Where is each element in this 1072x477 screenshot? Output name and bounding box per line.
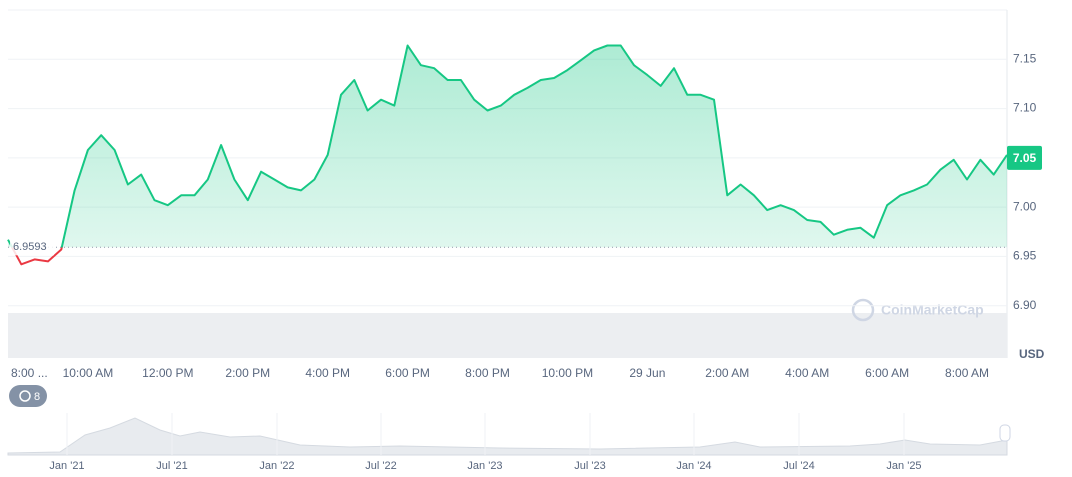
y-tick-label: 6.90: [1013, 298, 1037, 312]
navigator-label: Jul '22: [365, 460, 396, 472]
x-tick-label: 2:00 PM: [225, 366, 270, 380]
x-tick-label: 8:00 AM: [945, 366, 989, 380]
volume-band: [8, 313, 1007, 358]
x-tick-label: 6:00 AM: [865, 366, 909, 380]
baseline-label: 6.9593: [13, 241, 47, 253]
y-tick-label: 7.10: [1013, 101, 1037, 115]
navigator[interactable]: [7, 417, 1011, 456]
navigator-label: Jan '23: [467, 460, 502, 472]
badge-count: 8: [34, 391, 40, 403]
current-price-tag: [1007, 145, 1042, 170]
navigator-label: Jul '24: [783, 460, 814, 472]
current-price-label: 7.05: [1013, 151, 1037, 165]
x-tick-label: 2:00 AM: [705, 366, 749, 380]
x-tick-label: 10:00 AM: [63, 366, 114, 380]
y-tick-label: 6.95: [1013, 249, 1037, 263]
x-tick-label: 12:00 PM: [142, 366, 193, 380]
y-tick-label: 7.15: [1013, 51, 1037, 65]
x-tick-label: 10:00 PM: [542, 366, 593, 380]
navigator-label: Jan '21: [49, 460, 84, 472]
history-badge[interactable]: 8: [9, 385, 47, 407]
x-tick-label: 29 Jun: [629, 366, 665, 380]
baseline-label-bg: [10, 238, 54, 256]
x-tick-label: 6:00 PM: [385, 366, 430, 380]
navigator-label: Jul '21: [156, 460, 187, 472]
price-line: [7, 44, 1008, 266]
navigator-label: Jul '23: [574, 460, 605, 472]
currency-label: USD: [1019, 347, 1045, 361]
navigator-label: Jan '24: [676, 460, 711, 472]
price-area: [8, 45, 1007, 248]
x-tick-label: 8:00 ...: [11, 366, 48, 380]
x-tick-label: 8:00 PM: [465, 366, 510, 380]
navigator-label: Jan '22: [259, 460, 294, 472]
x-tick-label: 4:00 AM: [785, 366, 829, 380]
watermark-text: CoinMarketCap: [881, 302, 984, 318]
navigator-label: Jan '25: [886, 460, 921, 472]
x-tick-label: 4:00 PM: [305, 366, 350, 380]
y-tick-label: 7.00: [1013, 199, 1037, 213]
